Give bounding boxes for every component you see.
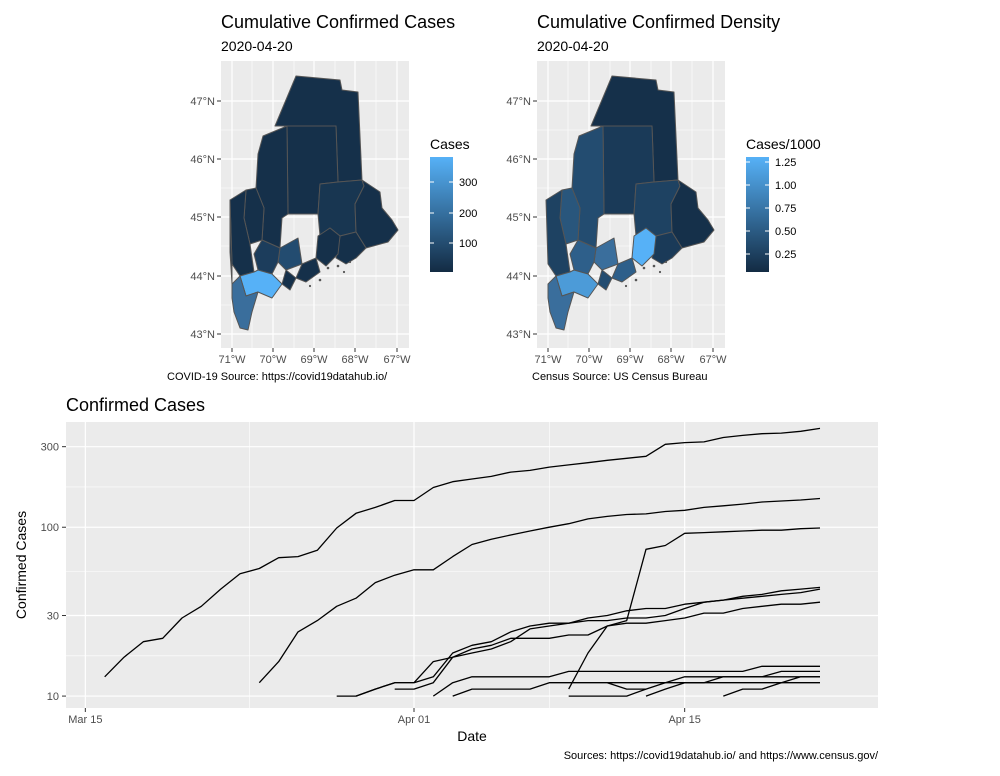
map-cases-islands (308, 260, 352, 288)
county-york (547, 275, 575, 331)
line-chart-y-tick-label: 100 (41, 522, 59, 534)
county-washington (354, 179, 399, 249)
line-series-2 (258, 497, 821, 684)
map-density-legend-tick: 1.25 (775, 157, 796, 169)
line-chart-x-tick-label: Apr 15 (668, 714, 700, 726)
line-series-5 (394, 601, 821, 690)
map-density-subtitle: 2020-04-20 (537, 38, 609, 54)
map-density-title: Cumulative Confirmed Density (537, 12, 781, 32)
line-chart-title: Confirmed Cases (66, 395, 206, 415)
line-series-10 (568, 688, 647, 697)
map-cases-legend: 300 200 100 (430, 157, 477, 272)
map-cases-lat-tick: 43°N (190, 329, 215, 341)
line-series-6 (413, 588, 821, 684)
line-chart-x-tick-label: Apr 01 (398, 714, 430, 726)
line-series-9 (336, 682, 395, 697)
line-series-11 (607, 682, 820, 690)
line-chart-y-tick-label: 30 (47, 611, 59, 623)
map-cases-lon-tick: 70°W (259, 354, 287, 366)
line-chart-y-tick-label: 10 (47, 691, 59, 703)
map-cases-legend-title: Cases (430, 136, 470, 152)
county-washington (670, 179, 715, 249)
map-density-lat-tick: 46°N (506, 154, 531, 166)
map-cases-caption: COVID-19 Source: https://covid19datahub.… (167, 371, 388, 383)
map-density-legend-title: Cases/1000 (746, 136, 821, 152)
map-density-lon-tick: 67°W (699, 354, 727, 366)
map-cases-colorbar (430, 157, 453, 272)
map-cases-lon-tick: 68°W (341, 354, 369, 366)
map-density-lon-tick: 71°W (534, 354, 562, 366)
line-series-1 (104, 427, 821, 678)
map-density-lat-tick: 47°N (506, 96, 531, 108)
line-chart-x-tick-label: Mar 15 (68, 714, 102, 726)
line-chart-caption: Sources: https://covid19datahub.io/ and … (564, 750, 879, 762)
map-density-legend-tick: 0.50 (775, 226, 796, 238)
map-cases-lat-tick: 45°N (190, 212, 215, 224)
county-lincoln (295, 257, 321, 283)
map-cases-lat-tick: 46°N (190, 154, 215, 166)
map-density-legend-tick: 0.25 (775, 249, 796, 261)
line-chart-y-label: Confirmed Cases (13, 511, 29, 619)
map-cases-lon-tick: 69°W (300, 354, 328, 366)
map-density-legend-tick: 1.00 (775, 180, 796, 192)
line-chart-panel (66, 422, 878, 708)
map-density-lon-tick: 69°W (616, 354, 644, 366)
map-cases: 47°N 46°N 45°N 44°N 43°N 71°W 70°W 69°W … (190, 61, 411, 366)
line-chart-y-tick-label: 300 (41, 442, 59, 454)
map-density-lat-tick: 45°N (506, 212, 531, 224)
map-density-colorbar (746, 157, 769, 272)
map-density-legend: 1.25 1.00 0.75 0.50 0.25 (746, 157, 796, 272)
map-cases-legend-tick: 100 (459, 238, 477, 250)
county-lincoln (611, 257, 637, 283)
line-series-7 (432, 665, 820, 697)
county-sagadahoc (281, 269, 297, 291)
map-cases-lat-tick: 44°N (190, 271, 215, 283)
map-density-lon-tick: 68°W (657, 354, 685, 366)
map-density-lon-tick: 70°W (575, 354, 603, 366)
map-density: 47°N 46°N 45°N 44°N 43°N 71°W 70°W 69°W … (506, 61, 727, 366)
line-series-13 (723, 676, 820, 697)
county-sagadahoc (597, 269, 613, 291)
map-density-caption: Census Source: US Census Bureau (532, 371, 708, 383)
map-density-lat-tick: 44°N (506, 271, 531, 283)
map-cases-legend-tick: 200 (459, 208, 477, 220)
county-western-upper (229, 199, 233, 285)
map-cases-lat-tick: 47°N (190, 96, 215, 108)
line-chart-x-label: Date (457, 728, 487, 744)
line-series-4 (355, 586, 821, 697)
county-york (231, 275, 259, 331)
map-density-legend-tick: 0.75 (775, 203, 796, 215)
line-series-12 (645, 670, 820, 697)
map-cases-lon-tick: 67°W (383, 354, 411, 366)
line-chart: 10 30 100 300 Mar 15 Apr 01 Apr 15 Date Confir… (13, 422, 879, 762)
map-cases-lon-tick: 71°W (218, 354, 246, 366)
map-cases-subtitle: 2020-04-20 (221, 38, 293, 54)
map-cases-legend-tick: 300 (459, 177, 477, 189)
map-cases-title: Cumulative Confirmed Cases (221, 12, 456, 32)
map-density-lat-tick: 43°N (506, 329, 531, 341)
